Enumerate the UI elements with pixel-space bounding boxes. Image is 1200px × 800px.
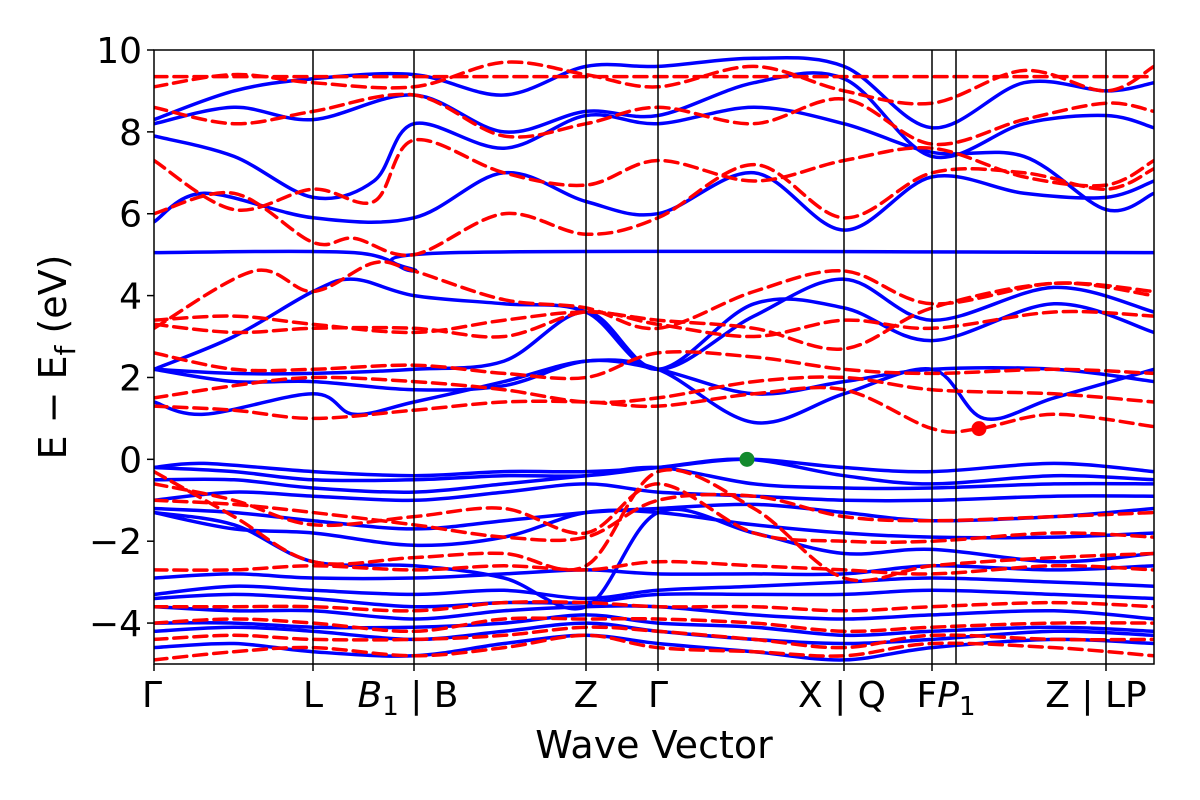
band-dashed-14 <box>154 162 1154 258</box>
kpoint-label: FP1 <box>917 675 976 722</box>
band-solid-19 <box>154 171 1154 232</box>
y-tick-label: 0 <box>119 440 142 481</box>
kpoint-label: Z | LP <box>1045 675 1146 716</box>
kpoint-label: X | Q <box>798 675 886 716</box>
kpoint-label: Γ <box>648 675 668 716</box>
y-tick-label: −2 <box>89 522 142 563</box>
kpoint-label: B1 | B <box>358 675 459 722</box>
x-axis: Γ L B1 | B Z Γ X | Q FP1 Z | LP <box>142 664 1147 722</box>
y-tick-label: 2 <box>119 358 142 399</box>
vbm-marker <box>739 451 755 467</box>
band-dashed-15 <box>154 137 1154 212</box>
band-edge-markers <box>739 421 987 467</box>
y-axis: −4 −2 0 2 4 6 8 10 <box>89 31 154 645</box>
y-tick-label: −4 <box>89 604 142 645</box>
y-tick-label: 10 <box>96 31 142 72</box>
band-solid-13 <box>154 457 1154 478</box>
y-tick-label: 6 <box>119 195 142 236</box>
kpoint-label: L <box>303 675 323 716</box>
y-tick-label: 4 <box>119 277 142 318</box>
band-solid-18 <box>154 249 1154 273</box>
cbm-marker <box>971 421 987 437</box>
plot-frame <box>153 49 1155 665</box>
kpoint-separators <box>312 50 1107 664</box>
y-tick-label: 8 <box>119 113 142 154</box>
y-axis-title: E − Ef (eV) <box>31 255 82 460</box>
band-solid-20 <box>154 105 1154 213</box>
band-dashed-18 <box>154 60 1154 106</box>
x-axis-title: Wave Vector <box>535 723 773 767</box>
kpoint-label: Γ <box>142 675 162 716</box>
plot-bands <box>154 55 1154 662</box>
kpoint-label: Z <box>574 675 599 716</box>
band-solid-17 <box>154 277 1154 376</box>
